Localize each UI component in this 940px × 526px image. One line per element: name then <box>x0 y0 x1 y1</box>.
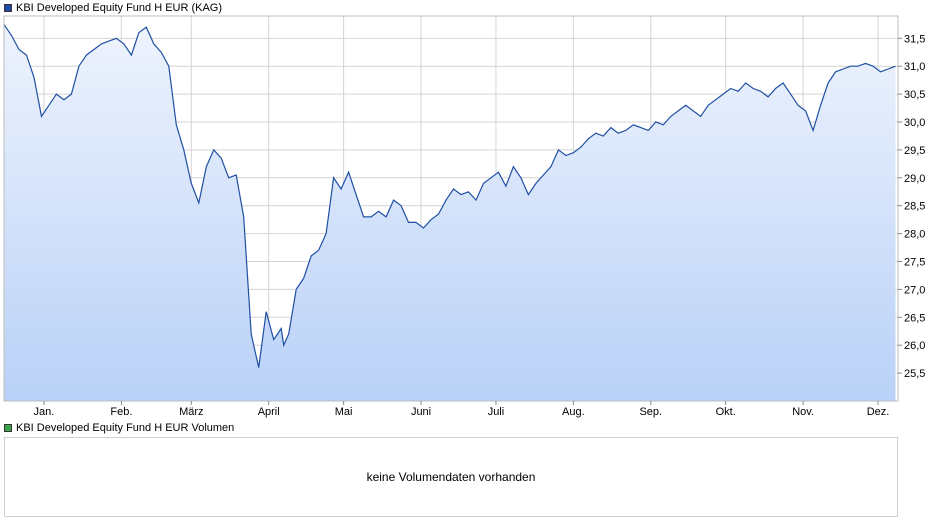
volume-chart: keine Volumendaten vorhanden <box>4 437 898 517</box>
y-tick-label: 28,0 <box>904 229 925 241</box>
x-tick-label: Nov. <box>792 406 814 418</box>
x-tick-label: Feb. <box>110 406 132 418</box>
y-tick-label: 26,5 <box>904 312 925 324</box>
x-tick-label: April <box>258 406 280 418</box>
x-axis: Jan. Feb. März April Mai Juni Juli Aug. Sep. Okt.… <box>34 401 890 418</box>
y-tick-label: 27,5 <box>904 257 925 269</box>
plot-frame <box>3 15 899 402</box>
volume-legend-swatch <box>4 424 12 432</box>
price-chart: 25,5 26,0 26,5 27,0 27,5 28,0 28,5 29,0 29,5 30,0… <box>3 15 925 418</box>
price-legend: KBI Developed Equity Fund H EUR (KAG) <box>4 1 222 15</box>
x-tick-label: Dez. <box>867 406 890 418</box>
x-tick-label: Juni <box>411 406 431 418</box>
x-tick-label: Mai <box>335 406 353 418</box>
y-tick-label: 30,0 <box>904 117 925 129</box>
y-axis: 25,5 26,0 26,5 27,0 27,5 28,0 28,5 29,0 29,5 30,0… <box>898 33 925 380</box>
y-tick-label: 29,5 <box>904 145 925 157</box>
y-tick-label: 31,5 <box>904 33 925 45</box>
y-tick-label: 27,0 <box>904 284 925 296</box>
y-tick-label: 30,5 <box>904 89 925 101</box>
y-tick-label: 25,5 <box>904 368 925 380</box>
volume-legend-label: KBI Developed Equity Fund H EUR Volumen <box>16 422 235 434</box>
x-tick-label: Jan. <box>34 406 55 418</box>
x-tick-label: Okt. <box>716 406 736 418</box>
x-tick-label: Aug. <box>562 406 585 418</box>
volume-empty-message: keine Volumendaten vorhanden <box>366 470 536 484</box>
y-tick-label: 31,0 <box>904 61 925 73</box>
x-tick-label: Juli <box>488 406 505 418</box>
x-tick-label: Sep. <box>639 406 662 418</box>
price-legend-label: KBI Developed Equity Fund H EUR (KAG) <box>16 2 223 14</box>
price-legend-swatch <box>4 4 12 12</box>
y-tick-label: 28,5 <box>904 201 925 213</box>
price-line <box>3 24 896 368</box>
x-tick-label: März <box>179 406 203 418</box>
price-area <box>4 24 896 402</box>
y-tick-label: 29,0 <box>904 173 925 185</box>
volume-legend: KBI Developed Equity Fund H EUR Volumen <box>4 421 234 435</box>
y-tick-label: 26,0 <box>904 340 925 352</box>
